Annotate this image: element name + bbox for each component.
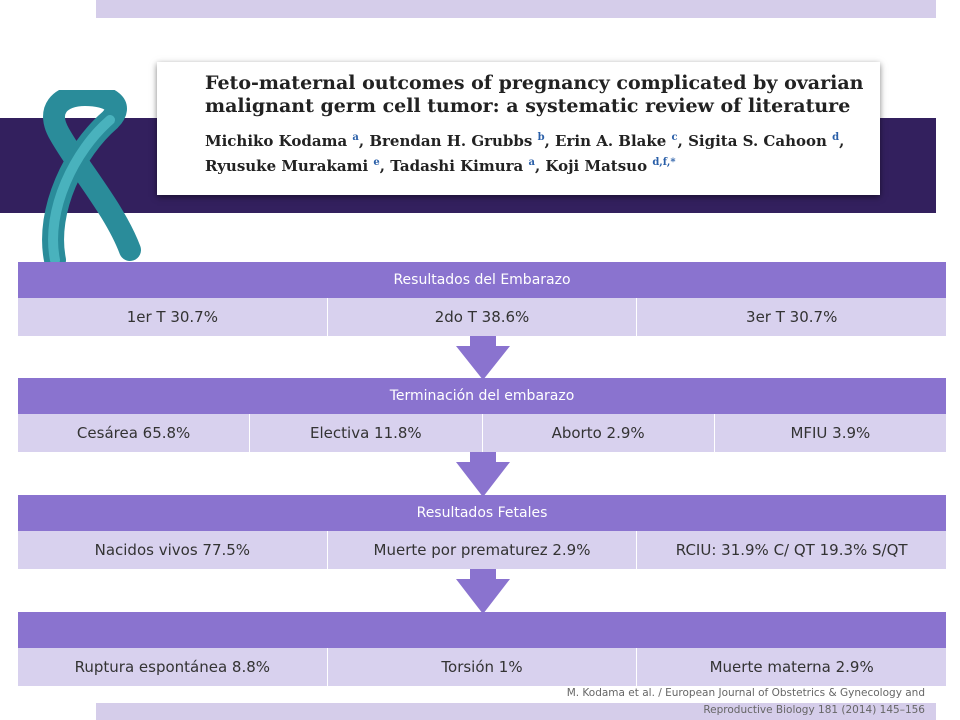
top-bar bbox=[96, 0, 936, 18]
block-cell: MFIU 3.9% bbox=[713, 414, 946, 452]
block-cell: Electiva 11.8% bbox=[249, 414, 482, 452]
paper-header: Feto-maternal outcomes of pregnancy comp… bbox=[157, 62, 880, 195]
arrow bbox=[456, 336, 510, 380]
author-text: , bbox=[839, 132, 845, 150]
author-affiliation: a bbox=[528, 157, 535, 168]
paper-authors: Ryusuke Murakami e, Tadashi Kimura a, Ko… bbox=[205, 152, 880, 177]
author-text: , Tadashi Kimura bbox=[379, 157, 529, 175]
paper-authors: Michiko Kodama a, Brendan H. Grubbs b, E… bbox=[205, 127, 880, 152]
block-cell: Nacidos vivos 77.5% bbox=[18, 531, 327, 569]
author-text: Ryusuke Murakami bbox=[205, 157, 374, 175]
author-affiliation: b bbox=[537, 132, 545, 143]
block-row: 1er T 30.7% 2do T 38.6% 3er T 30.7% bbox=[18, 298, 947, 336]
block-cell: Aborto 2.9% bbox=[481, 414, 714, 452]
block-cell: Muerte por prematurez 2.9% bbox=[326, 531, 637, 569]
block-header: Resultados del Embarazo bbox=[18, 262, 946, 298]
block-cell: Ruptura espontánea 8.8% bbox=[18, 648, 327, 686]
author-text: , Brendan H. Grubbs bbox=[358, 132, 538, 150]
author-affiliation: d,f,* bbox=[652, 157, 676, 168]
author-affiliation: c bbox=[671, 132, 678, 143]
block-cell: 3er T 30.7% bbox=[636, 298, 947, 336]
block-row: Ruptura espontánea 8.8% Torsión 1% Muerte … bbox=[18, 648, 947, 686]
citation-line: M. Kodama et al. / European Journal of O… bbox=[566, 687, 925, 699]
block-cell: Cesárea 65.8% bbox=[18, 414, 250, 452]
block-cell: 1er T 30.7% bbox=[18, 298, 327, 336]
block-row: Nacidos vivos 77.5% Muerte por prematurez… bbox=[18, 531, 947, 569]
citation: M. Kodama et al. / European Journal of O… bbox=[567, 685, 925, 719]
arrow bbox=[456, 569, 510, 614]
author-affiliation: a bbox=[352, 132, 359, 143]
author-text: , Erin A. Blake bbox=[544, 132, 672, 150]
block-row: Cesárea 65.8% Electiva 11.8% Aborto 2.9% MF… bbox=[18, 414, 946, 452]
block-header bbox=[18, 612, 946, 648]
block-cell: Muerte materna 2.9% bbox=[636, 648, 947, 686]
author-text: Michiko Kodama bbox=[205, 132, 353, 150]
paper-title: Feto-maternal outcomes of pregnancy comp… bbox=[205, 72, 864, 94]
citation-line: Reproductive Biology 181 (2014) 145–156 bbox=[703, 704, 925, 716]
paper-title: malignant germ cell tumor: a systematic … bbox=[205, 95, 851, 117]
block-cell: RCIU: 31.9% C/ QT 19.3% S/QT bbox=[636, 531, 947, 569]
author-affiliation: e bbox=[373, 157, 380, 168]
author-text: , Koji Matsuo bbox=[534, 157, 653, 175]
arrow bbox=[456, 452, 510, 497]
author-text: , Sigita S. Cahoon bbox=[677, 132, 833, 150]
block-cell: Torsión 1% bbox=[326, 648, 637, 686]
block-cell: 2do T 38.6% bbox=[326, 298, 637, 336]
author-affiliation: d bbox=[832, 132, 840, 143]
block-header: Resultados Fetales bbox=[18, 495, 946, 531]
ribbon bbox=[42, 90, 141, 265]
block-header: Terminación del embarazo bbox=[18, 378, 946, 414]
